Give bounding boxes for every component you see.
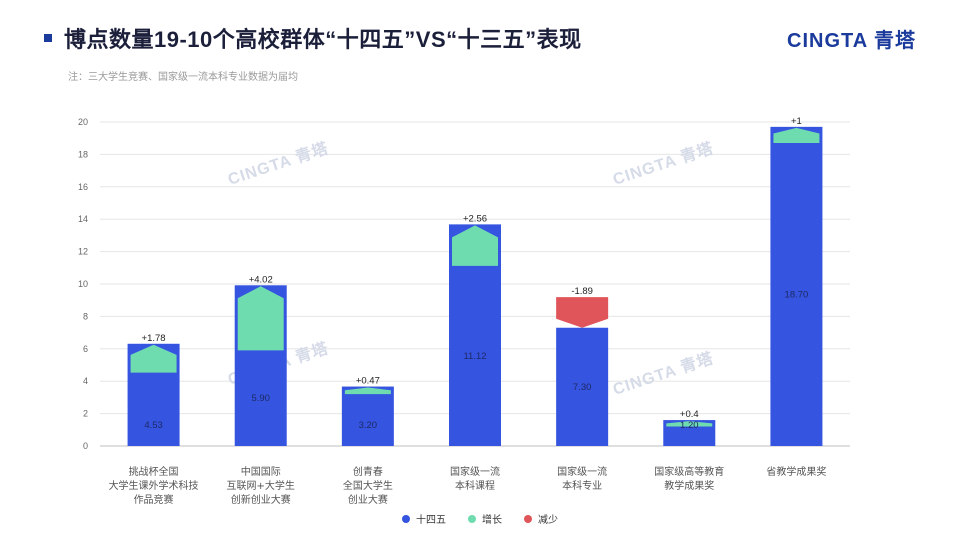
x-tick-label: 互联网+大学生: [227, 479, 295, 492]
bar-base[interactable]: [341, 386, 394, 446]
brand-logo: CINGTA 青塔: [787, 30, 916, 52]
y-tick-label: 12: [78, 247, 88, 257]
bar-increase[interactable]: [130, 344, 177, 373]
legend-dot-base: [402, 514, 410, 523]
value-label: 18.70: [785, 290, 809, 301]
x-tick-label: 国家级一流: [557, 465, 607, 478]
title-marker: [44, 34, 52, 42]
legend-label-decrease: 减少: [538, 515, 558, 526]
x-tick-label: 挑战杯全国: [129, 465, 179, 478]
legend-label-base: 十四五: [416, 515, 446, 526]
x-tick-label: 大学生课外学术科技: [109, 479, 199, 492]
x-tick-label: 中国国际: [241, 465, 281, 478]
bar-decrease[interactable]: [556, 297, 609, 328]
delta-label: -1.89: [571, 286, 593, 297]
legend-item-base[interactable]: 十四五: [402, 511, 446, 526]
legend-item-decrease[interactable]: 减少: [524, 511, 558, 526]
value-label: 5.90: [251, 393, 270, 404]
x-tick-label: 全国大学生: [343, 479, 393, 492]
bar-base[interactable]: [770, 126, 823, 447]
legend-dot-decrease: [524, 514, 532, 523]
delta-label: +1.78: [142, 333, 166, 344]
value-label: 11.12: [463, 351, 486, 362]
bars: [127, 126, 823, 447]
y-tick-label: 8: [83, 311, 88, 321]
delta-label: +4.02: [249, 274, 273, 285]
x-tick-label: 教学成果奖: [664, 479, 714, 492]
x-tick-label: 本科课程: [455, 479, 495, 492]
page-title: 博点数量19-10个高校群体“十四五”VS“十三五”表现: [64, 27, 582, 52]
chart-note: 注：三大学生竞赛、国家级一流本科专业数据为届均: [68, 72, 298, 83]
delta-label: +0.47: [356, 376, 380, 387]
value-label: 7.30: [573, 382, 592, 393]
y-tick-label: 18: [78, 149, 88, 159]
y-tick-label: 10: [78, 279, 88, 289]
legend: 十四五 增长 减少: [0, 511, 960, 526]
bar-increase[interactable]: [452, 225, 498, 266]
y-tick-label: 14: [78, 214, 88, 224]
x-tick-label: 本科专业: [562, 479, 602, 492]
legend-item-increase[interactable]: 增长: [468, 511, 502, 526]
bar-increase[interactable]: [237, 286, 284, 351]
y-tick-label: 2: [83, 409, 88, 419]
y-tick-label: 6: [83, 344, 88, 354]
x-tick-label: 创青春: [353, 465, 383, 478]
y-tick-label: 20: [78, 117, 88, 127]
watermark: CINGTA 青塔: [610, 138, 716, 189]
legend-label-increase: 增长: [482, 515, 502, 526]
legend-dot-increase: [468, 514, 476, 523]
x-tick-label: 国家级高等教育: [654, 465, 724, 478]
bar-increase[interactable]: [666, 421, 713, 427]
y-tick-label: 4: [83, 376, 88, 386]
value-label: 3.20: [359, 420, 378, 431]
x-tick-label: 国家级一流: [450, 465, 500, 478]
y-tick-label: 0: [83, 441, 88, 451]
bar-increase[interactable]: [773, 127, 820, 144]
bar-increase[interactable]: [344, 387, 391, 395]
delta-label: +2.56: [463, 213, 487, 224]
x-tick-label: 作品竞赛: [134, 493, 174, 506]
delta-label: +0.4: [680, 409, 699, 420]
x-tick-label: 创新创业大赛: [231, 493, 291, 506]
watermark: CINGTA 青塔: [610, 348, 716, 399]
value-label: 1.20: [680, 420, 699, 431]
x-tick-label: 省教学成果奖: [766, 465, 826, 478]
x-tick-label: 创业大赛: [348, 493, 388, 506]
bar-base[interactable]: [556, 327, 609, 446]
watermark: CINGTA 青塔: [225, 138, 331, 189]
value-label: 4.53: [144, 420, 163, 431]
delta-label: +1: [791, 116, 802, 127]
y-tick-label: 16: [78, 182, 88, 192]
